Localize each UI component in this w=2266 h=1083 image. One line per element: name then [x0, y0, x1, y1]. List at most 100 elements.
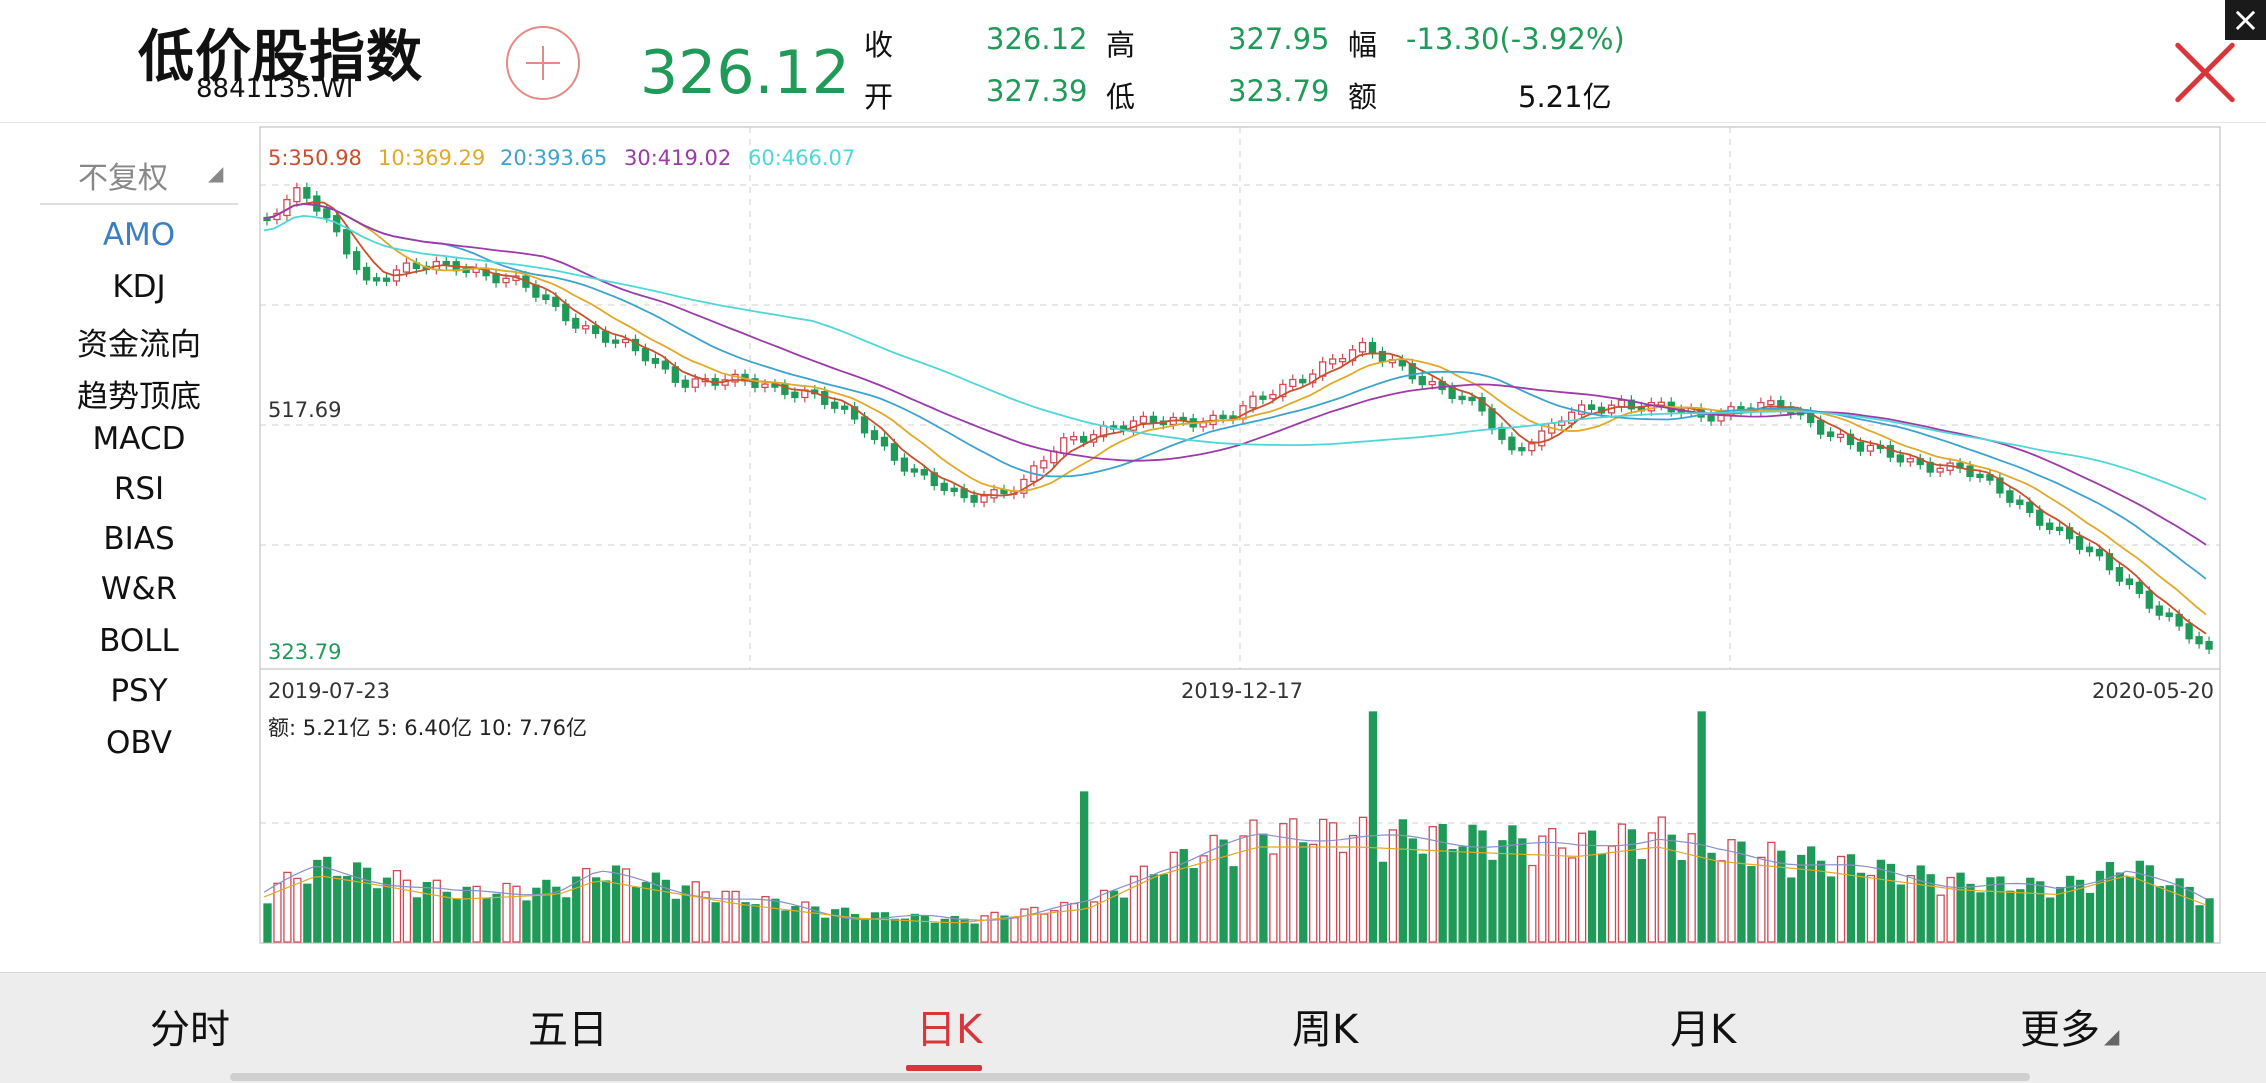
volume-bar: [1627, 829, 1637, 943]
candle: [970, 494, 978, 503]
volume-bar: [2036, 881, 2045, 943]
volume-bar: [2155, 886, 2164, 943]
scrollbar[interactable]: [230, 1073, 2030, 1081]
volume-bar: [442, 891, 451, 943]
candle: [990, 489, 998, 499]
close-chart-icon[interactable]: [2170, 38, 2240, 108]
volume-bar: [1328, 822, 1338, 943]
volume-bar: [1886, 863, 1895, 943]
quote-header: 低价股指数 8841135.WI 326.12 收 326.12 高 327.9…: [0, 0, 2266, 123]
volume-bar: [1548, 827, 1557, 943]
volume-bar: [372, 888, 382, 943]
volume-bar: [2135, 860, 2144, 943]
volume-bar: [1936, 894, 1945, 943]
sidebar-item-bias[interactable]: BIAS: [103, 521, 175, 557]
candle: [343, 229, 351, 255]
sidebar-item-rsi[interactable]: RSI: [113, 471, 165, 507]
candle: [502, 277, 510, 284]
volume-bar: [1488, 859, 1497, 943]
sidebar-item-w-r[interactable]: W&R: [100, 571, 178, 607]
candle: [621, 338, 630, 344]
tab-5[interactable]: 更多 ◢: [2020, 997, 2119, 1055]
candle: [1498, 426, 1506, 440]
add-watchlist-button[interactable]: [506, 26, 580, 100]
sidebar-item-2[interactable]: 资金流向: [77, 327, 201, 363]
candle: [681, 379, 689, 388]
candle: [831, 401, 839, 409]
volume-bar: [1737, 841, 1746, 943]
candle: [2095, 548, 2104, 557]
volume-bar: [821, 917, 830, 943]
current-price: 326.12: [640, 38, 850, 108]
sidebar-item-boll[interactable]: BOLL: [99, 623, 179, 659]
volume-bar: [1558, 847, 1567, 943]
sidebar-item-obv[interactable]: OBV: [106, 725, 172, 761]
volume-bar: [701, 891, 710, 943]
volume-bar: [601, 880, 611, 943]
volume-bar: [1697, 711, 1706, 943]
volume-bar: [1159, 874, 1168, 943]
change-label: 幅: [1348, 28, 1378, 62]
amount-label: 额: [1348, 80, 1378, 114]
candle: [1269, 393, 1277, 400]
kline-svg: 5:350.98 10:369.29 20:393.65 30:419.02 60:46…: [259, 126, 2221, 944]
tab-label: 分时: [150, 1007, 230, 1053]
volume-bar: [1209, 834, 1218, 943]
tab-0[interactable]: 分时: [150, 997, 230, 1055]
volume-bar: [1338, 851, 1348, 943]
tab-1[interactable]: 五日: [528, 997, 608, 1055]
candle: [313, 195, 321, 212]
volume-bar: [1647, 832, 1656, 943]
candle: [1647, 401, 1655, 412]
tab-4[interactable]: 月K: [1670, 997, 1736, 1055]
candle: [2056, 526, 2064, 531]
candle: [1070, 435, 1078, 441]
sidebar-item-3[interactable]: 趋势顶底: [77, 379, 201, 415]
candle: [1289, 378, 1297, 388]
ma10-line: [263, 202, 2207, 616]
volume-bar: [1478, 830, 1487, 943]
candle: [2155, 605, 2163, 616]
volume-bar: [1518, 838, 1527, 943]
close-icon[interactable]: ×: [2225, 0, 2266, 40]
volume-bar: [1876, 859, 1886, 943]
candle: [352, 251, 361, 271]
close-label: 收: [864, 28, 894, 62]
candle: [2135, 581, 2143, 594]
volume-bar: [801, 901, 810, 943]
candle: [1767, 400, 1775, 406]
volume-bar: [552, 886, 561, 943]
volume-bar: [1179, 849, 1188, 943]
candle: [1826, 431, 1835, 437]
volume-bar: [352, 862, 362, 943]
volume-bar: [1269, 853, 1278, 943]
candle: [1906, 458, 1914, 463]
volume-bar: [2195, 905, 2204, 943]
candle: [920, 469, 928, 476]
volume-bar: [1468, 824, 1477, 943]
candle: [791, 391, 799, 399]
volume-bar: [492, 893, 501, 943]
candle: [1328, 358, 1337, 365]
adjust-dropdown[interactable]: 不复权 ◢: [40, 143, 238, 205]
tab-3[interactable]: 周K: [1292, 997, 1358, 1055]
candle: [1896, 454, 1904, 463]
volume-bar: [1528, 864, 1537, 943]
candle: [293, 187, 301, 203]
sidebar-item-macd[interactable]: MACD: [92, 421, 186, 457]
volume-bar: [1050, 910, 1059, 943]
volume-bar: [1757, 856, 1766, 943]
volume-bar: [1508, 825, 1517, 943]
candle: [2145, 590, 2153, 609]
volume-bar: [303, 883, 312, 943]
sidebar-item-kdj[interactable]: KDJ: [112, 269, 166, 305]
volume-bar: [980, 915, 989, 943]
tab-2[interactable]: 日K: [916, 997, 982, 1055]
volume-bar: [402, 879, 412, 943]
candle: [1568, 411, 1576, 424]
candle: [1060, 437, 1068, 454]
sidebar-item-psy[interactable]: PSY: [110, 673, 168, 709]
sidebar-item-amo[interactable]: AMO: [102, 217, 176, 253]
kline-chart[interactable]: 5:350.98 10:369.29 20:393.65 30:419.02 60:46…: [258, 125, 2226, 945]
candle: [402, 262, 411, 273]
